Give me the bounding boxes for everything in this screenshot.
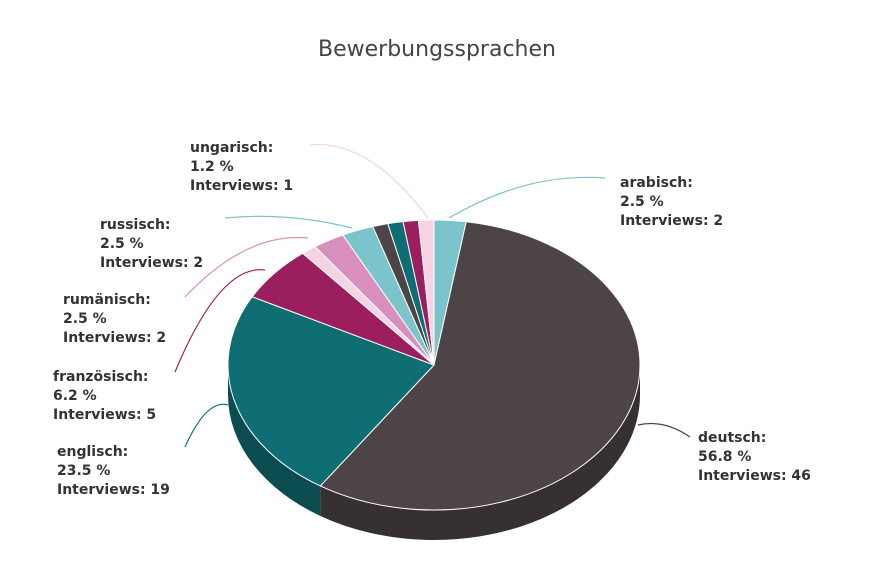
slice-label: englisch: bbox=[57, 444, 128, 460]
interview-label: Interviews: 1 bbox=[190, 178, 293, 194]
leader-line bbox=[224, 215, 353, 229]
leader-line bbox=[448, 176, 606, 219]
slice bbox=[319, 221, 641, 511]
slice-label: deutsch: bbox=[698, 430, 766, 446]
value-label: 2.5 % bbox=[100, 236, 144, 252]
interview-label: Interviews: 19 bbox=[57, 482, 170, 498]
interview-label: Interviews: 5 bbox=[53, 407, 156, 423]
interview-label: Interviews: 46 bbox=[698, 468, 811, 484]
slice-label: rumänisch: bbox=[63, 292, 151, 308]
value-label: 1.2 % bbox=[190, 159, 234, 175]
leader-line bbox=[184, 403, 229, 448]
interview-label: Interviews: 2 bbox=[63, 330, 166, 346]
slice-side bbox=[320, 365, 640, 540]
interview-label: Interviews: 2 bbox=[100, 255, 203, 271]
leader-line bbox=[309, 143, 429, 219]
leader-line bbox=[174, 269, 266, 373]
value-label: 6.2 % bbox=[53, 388, 97, 404]
slice-label: französisch: bbox=[53, 369, 149, 385]
leader-line bbox=[184, 236, 309, 298]
slice-label: russisch: bbox=[100, 217, 171, 233]
slice-label: arabisch: bbox=[620, 175, 693, 191]
value-label: 2.5 % bbox=[63, 311, 107, 327]
interview-label: Interviews: 2 bbox=[620, 213, 723, 229]
slice bbox=[417, 219, 435, 366]
leader-line bbox=[637, 422, 691, 438]
chart-title: Bewerbungssprachen bbox=[318, 37, 556, 62]
value-label: 2.5 % bbox=[620, 194, 664, 210]
slice bbox=[227, 296, 435, 487]
slice-side bbox=[228, 365, 321, 516]
slice-label: ungarisch: bbox=[190, 140, 273, 156]
value-label: 23.5 % bbox=[57, 463, 110, 479]
value-label: 56.8 % bbox=[698, 449, 751, 465]
